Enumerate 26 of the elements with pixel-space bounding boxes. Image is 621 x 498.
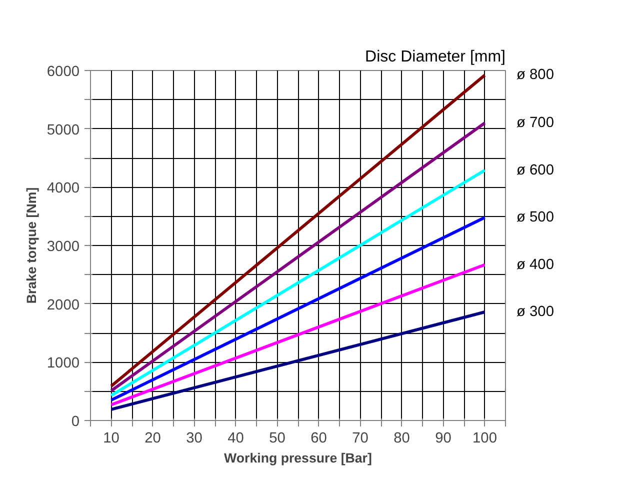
x-axis-title: Working pressure [Bar]	[224, 450, 372, 466]
text: ø 500	[516, 210, 554, 226]
y-tick-label: 4000	[46, 180, 80, 197]
y-tick-label: 6000	[46, 64, 80, 80]
x-tick-label: 70	[352, 430, 368, 446]
x-tick-label: 90	[435, 430, 452, 446]
text: ø 600	[516, 162, 554, 178]
y-tick-label: 2000	[46, 297, 80, 314]
x-tick-label: 50	[269, 430, 286, 446]
legend-title: Disc Diameter [mm]	[365, 48, 506, 66]
y-tick-label: 5000	[46, 122, 80, 138]
x-tick-label: 10	[103, 430, 120, 446]
y-tick-label: 3000	[46, 239, 80, 255]
text: ø 300	[516, 304, 554, 320]
x-tick-label: 100	[472, 430, 497, 446]
x-tick-label: 20	[144, 430, 161, 446]
y-tick-label: 1000	[46, 356, 80, 372]
text: ø 800	[516, 67, 554, 84]
text: ø 700	[516, 115, 554, 131]
x-tick-label: 40	[228, 430, 244, 446]
x-tick-label: 30	[186, 430, 202, 446]
y-tick-label: 0	[71, 414, 80, 430]
y-axis-title: Brake torque [Nm]	[24, 187, 39, 304]
x-tick-label: 60	[310, 430, 327, 446]
x-tick-label: 80	[394, 430, 410, 446]
text: ø 400	[516, 256, 554, 273]
